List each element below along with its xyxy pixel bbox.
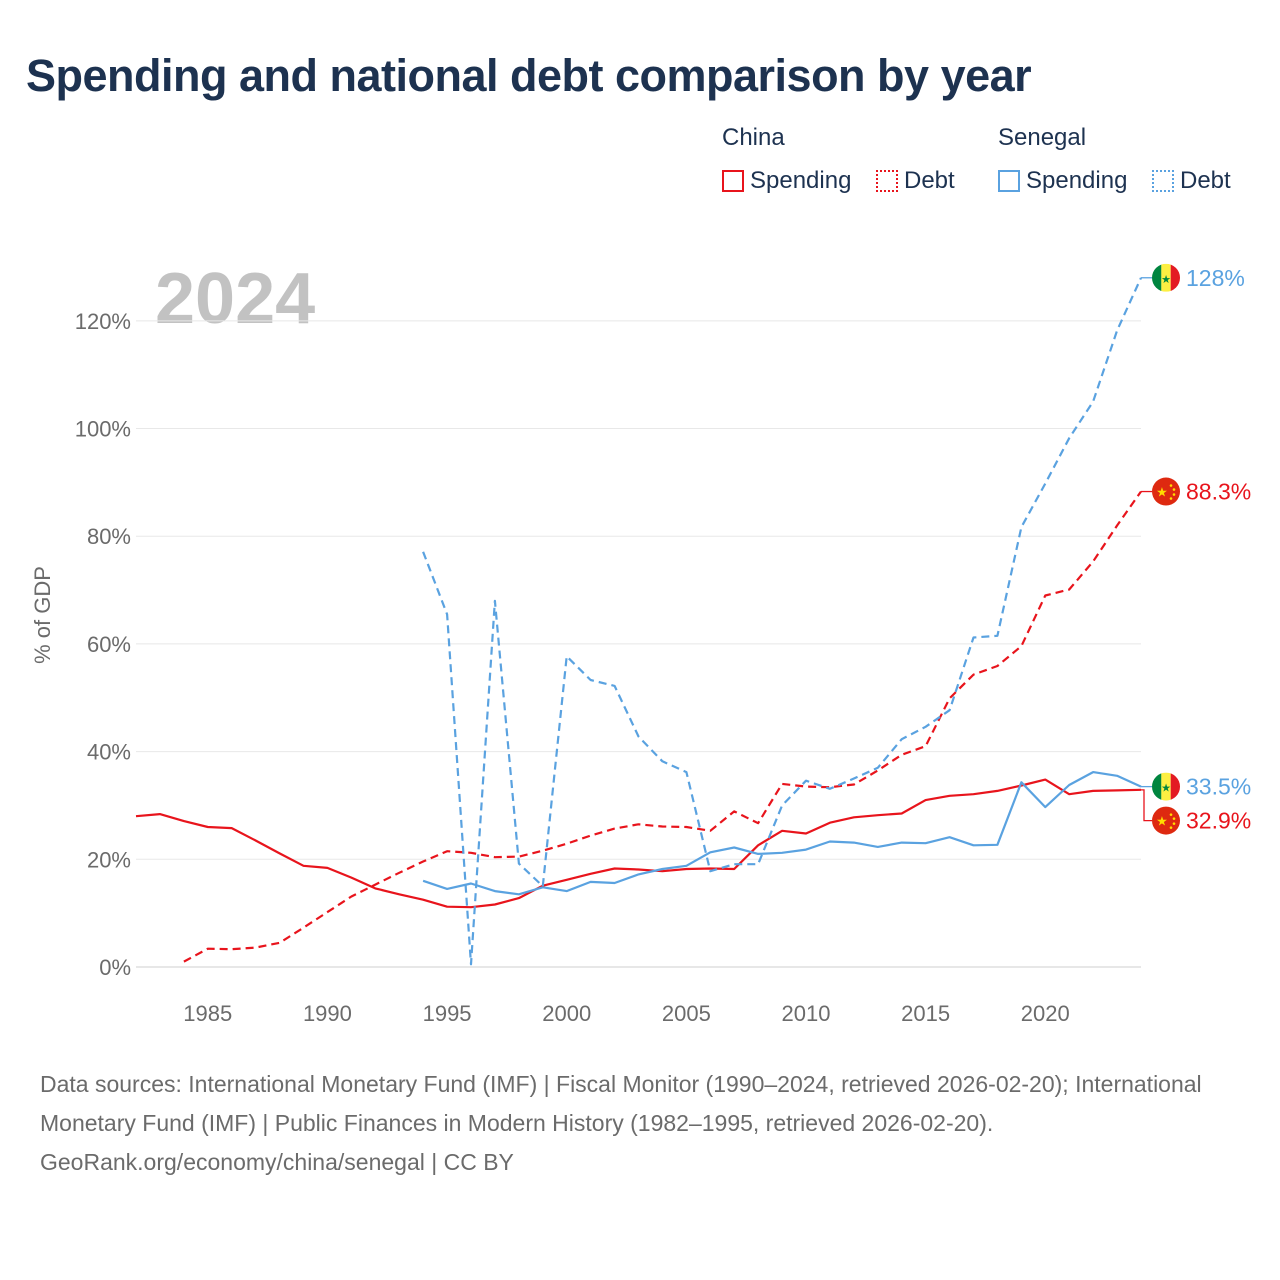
legend-senegal-spending[interactable]: Spending bbox=[998, 167, 1127, 195]
flag-star-icon: ★ bbox=[1161, 783, 1171, 795]
x-tick-label: 1990 bbox=[303, 1001, 352, 1026]
legend-swatch-dotted-red bbox=[876, 170, 898, 192]
end-value-label: 33.5% bbox=[1186, 774, 1251, 800]
end-value-label: 88.3% bbox=[1186, 479, 1251, 505]
x-tick-label: 2020 bbox=[1021, 1001, 1070, 1026]
china-flag-icon: ★ bbox=[1152, 806, 1180, 835]
flag-star-icon: ★ bbox=[1161, 274, 1171, 286]
y-axis-label: % of GDP bbox=[30, 566, 55, 664]
flag-stripe bbox=[1152, 263, 1162, 292]
china-flag-icon: ★ bbox=[1152, 477, 1180, 506]
flag-stripe bbox=[1170, 772, 1180, 801]
legend-swatch-solid-blue bbox=[998, 170, 1020, 192]
senegal-flag-icon: ★ bbox=[1152, 772, 1180, 801]
flag-disc bbox=[1152, 477, 1180, 506]
x-tick-label: 2015 bbox=[901, 1001, 950, 1026]
series-line-china-spending[interactable] bbox=[135, 778, 1142, 909]
x-tick-label: 2005 bbox=[662, 1001, 711, 1026]
x-tick-label: 1985 bbox=[183, 1001, 232, 1026]
legend-group-senegal: Senegal bbox=[998, 124, 1087, 151]
legend-china-spending[interactable]: Spending bbox=[722, 167, 851, 195]
y-tick-label: 80% bbox=[87, 524, 131, 549]
end-label-senegal-spending: ★ 33.5% bbox=[1141, 772, 1251, 801]
flag-star-icon: ★ bbox=[1156, 485, 1168, 500]
grid-lines bbox=[136, 320, 1141, 968]
end-label-china-debt: ★ 88.3% bbox=[1141, 477, 1251, 506]
senegal-flag-icon: ★ bbox=[1152, 263, 1180, 292]
y-axis-ticks: 0% 20% 40% 60% 80% 100% 120% bbox=[75, 309, 131, 980]
legend-label: Spending bbox=[750, 167, 852, 194]
flag-stripe bbox=[1152, 772, 1162, 801]
end-labels: ★ 128% ★ 88.3% ★ 33.5% ★ 32.9% bbox=[1141, 263, 1251, 835]
series-line-china-debt[interactable] bbox=[183, 490, 1142, 963]
x-tick-label: 1995 bbox=[423, 1001, 472, 1026]
end-label-senegal-debt: ★ 128% bbox=[1141, 263, 1245, 292]
legend-group-china: China bbox=[722, 124, 785, 151]
end-label-china-spending: ★ 32.9% bbox=[1141, 789, 1251, 835]
x-tick-label: 2010 bbox=[782, 1001, 831, 1026]
series-lines bbox=[135, 277, 1143, 966]
end-value-label: 128% bbox=[1186, 265, 1245, 291]
legend-senegal-debt[interactable]: Debt bbox=[1152, 167, 1231, 195]
x-tick-label: 2000 bbox=[542, 1001, 591, 1026]
credit-link[interactable]: GeoRank.org/economy/china/senegal | CC B… bbox=[40, 1149, 514, 1175]
y-tick-label: 100% bbox=[75, 417, 131, 442]
year-watermark: 2024 bbox=[155, 259, 315, 339]
flag-small-star-icon bbox=[1172, 493, 1176, 496]
flag-small-star-icon bbox=[1172, 488, 1176, 491]
y-tick-label: 0% bbox=[99, 955, 131, 980]
flag-small-star-icon bbox=[1172, 817, 1176, 820]
flag-stripe bbox=[1170, 263, 1180, 292]
flag-disc bbox=[1152, 806, 1180, 835]
flag-small-star-icon bbox=[1169, 826, 1173, 829]
flag-small-star-icon bbox=[1169, 813, 1173, 816]
end-value-label: 32.9% bbox=[1186, 808, 1251, 834]
footer: Data sources: International Monetary Fun… bbox=[40, 1065, 1240, 1182]
flag-stripe bbox=[1161, 263, 1171, 292]
flag-stripe bbox=[1161, 772, 1171, 801]
legend-label: Debt bbox=[904, 167, 955, 194]
flag-small-star-icon bbox=[1172, 822, 1176, 825]
y-tick-label: 120% bbox=[75, 309, 131, 334]
chart-plot: 2024 0% 20% 40% 60% 80% 100% 120% 1985 1990 1995… bbox=[30, 259, 1251, 1026]
x-axis-ticks: 1985 1990 1995 2000 2005 2010 2015 2020 bbox=[183, 1001, 1069, 1026]
flag-star-icon: ★ bbox=[1156, 814, 1168, 829]
legend-swatch-dotted-blue bbox=[1152, 170, 1174, 192]
y-tick-label: 20% bbox=[87, 847, 131, 872]
legend-label: Spending bbox=[1026, 167, 1128, 194]
series-line-senegal-spending[interactable] bbox=[422, 770, 1142, 896]
legend-swatch-solid-red bbox=[722, 170, 744, 192]
flag-small-star-icon bbox=[1169, 484, 1173, 487]
legend-label: Debt bbox=[1180, 167, 1231, 194]
data-sources: Data sources: International Monetary Fun… bbox=[40, 1071, 1202, 1136]
flag-small-star-icon bbox=[1169, 497, 1173, 500]
y-tick-label: 40% bbox=[87, 740, 131, 765]
chart-title: Spending and national debt comparison by… bbox=[26, 50, 1032, 101]
legend-china-debt[interactable]: Debt bbox=[876, 167, 955, 195]
label-connector bbox=[1141, 789, 1152, 822]
y-tick-label: 60% bbox=[87, 632, 131, 657]
